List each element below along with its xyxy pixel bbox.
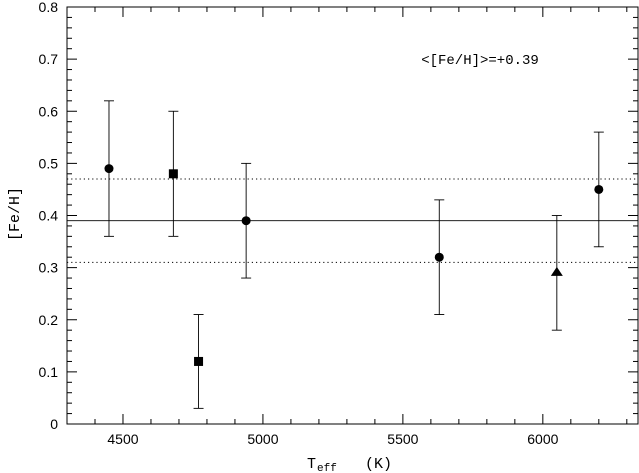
y-axis-label: [Fe/H] <box>7 187 24 241</box>
y-tick-label: 0.7 <box>39 51 59 67</box>
data-point-circle <box>594 184 604 194</box>
y-tick-label: 0.2 <box>39 312 59 328</box>
y-tick-label: 0.1 <box>39 364 59 380</box>
data-point-circle <box>434 252 444 262</box>
y-tick-label: 0.6 <box>39 103 59 119</box>
tick-labels: 4500 5000 5500 6000 0 0.1 0.2 0.3 0.4 0.5 0.6 0.7 0.… <box>39 0 559 447</box>
data-points <box>103 100 604 409</box>
data-point-circle <box>241 216 251 226</box>
y-tick-label: 0.8 <box>39 0 59 15</box>
minor-ticks <box>66 7 638 424</box>
y-tick-label: 0.3 <box>39 260 59 276</box>
y-tick-label: 0.5 <box>39 155 59 171</box>
x-axis-label-unit: (K) <box>365 456 392 473</box>
x-tick-label: 4500 <box>107 431 138 447</box>
data-point-square <box>168 169 178 179</box>
x-tick-label: 5500 <box>387 431 418 447</box>
x-tick-label: 5000 <box>247 431 278 447</box>
data-point-triangle <box>550 266 563 276</box>
major-ticks <box>67 6 638 425</box>
x-axis-label-sub: eff <box>317 463 337 473</box>
x-tick-label: 6000 <box>527 431 558 447</box>
data-point-square <box>194 356 204 366</box>
y-tick-label: 0 <box>50 416 58 432</box>
data-point-circle <box>104 164 114 174</box>
y-tick-label: 0.4 <box>39 208 59 224</box>
x-axis-label-main: T <box>307 456 316 473</box>
annotation-mean: <[Fe/H]>=+0.39 <box>421 53 539 69</box>
x-axis-label: T eff (K) <box>307 456 392 473</box>
reference-lines <box>67 178 638 263</box>
